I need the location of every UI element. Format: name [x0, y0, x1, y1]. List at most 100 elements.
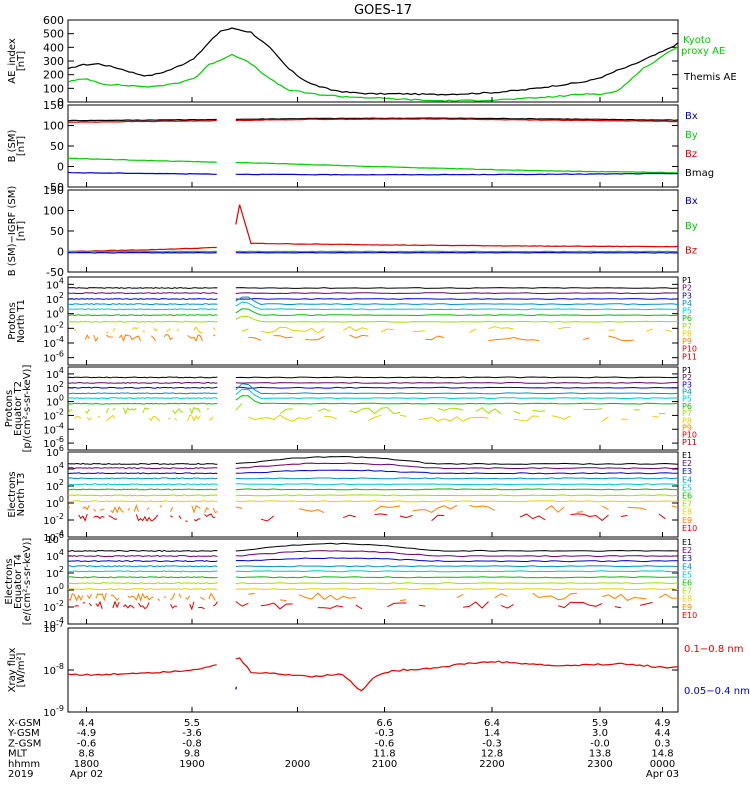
axis-value: 0.3 — [655, 738, 671, 749]
axis-value: 5.9 — [592, 718, 608, 729]
series-line — [235, 204, 678, 248]
channel-label: E6 — [682, 492, 692, 501]
axis-value: -0.6 — [375, 738, 395, 749]
channel-line — [135, 514, 159, 522]
channel-label: E9 — [682, 603, 692, 612]
y-axis-label: B (SM) — [7, 129, 18, 162]
legend-entry: Themis AE — [683, 72, 737, 83]
channel-line — [279, 408, 293, 414]
y-axis-label: Electrons — [4, 558, 15, 604]
channel-line — [298, 592, 356, 601]
panel-frame — [67, 451, 679, 538]
channel-line — [463, 601, 489, 609]
channel-line — [235, 287, 678, 289]
axis-value: 4.4 — [79, 718, 95, 729]
y-tick-label: 10-4 — [43, 335, 64, 350]
channel-line — [88, 602, 92, 607]
channel-line — [235, 386, 678, 389]
channel-line — [174, 418, 178, 421]
channel-label: P1 — [682, 276, 692, 285]
channel-line — [601, 416, 609, 422]
channel-line — [235, 542, 678, 552]
channel-line — [82, 602, 86, 604]
channel-line — [627, 506, 647, 511]
channel-line — [204, 513, 216, 519]
channel-line — [431, 514, 445, 522]
channel-line — [68, 320, 218, 323]
channel-line — [545, 505, 565, 513]
y-tick-label: 10-6 — [43, 435, 64, 450]
axis-value: 2300 — [587, 759, 612, 770]
y-axis-label: North T1 — [16, 299, 27, 343]
channel-line — [68, 483, 218, 486]
channel-line — [68, 376, 218, 379]
channel-line — [513, 415, 540, 422]
channel-label: P9 — [682, 337, 692, 346]
channel-line — [193, 326, 203, 334]
y-tick-label: 100 — [46, 306, 64, 321]
channel-line — [105, 407, 110, 414]
channel-line — [112, 407, 116, 411]
channel-label: P8 — [682, 416, 692, 425]
channel-line — [68, 292, 218, 295]
y-tick-label: 100 — [46, 394, 64, 409]
series-line — [235, 161, 678, 174]
channel-label: P10 — [682, 345, 697, 354]
channel-line — [78, 513, 88, 522]
channel-line — [576, 511, 584, 513]
axis-row-label: MLT — [8, 749, 28, 760]
legend-entry: Bmag — [685, 168, 714, 179]
y-axis-label: [e/(cm²-s-sr-keV)] — [22, 538, 33, 626]
axis-value: 3.0 — [592, 728, 608, 739]
channel-label: P3 — [682, 291, 692, 300]
channel-label: P4 — [682, 299, 692, 308]
channel-line — [191, 504, 201, 514]
channel-line — [187, 334, 203, 342]
channel-label: P5 — [682, 307, 692, 316]
channel-line — [74, 416, 82, 419]
channel-line — [342, 326, 369, 332]
y-axis-label: B (SM)−IGRF (SM) — [7, 186, 18, 277]
y-tick-label: 200 — [43, 69, 64, 82]
panel-data — [68, 542, 678, 611]
y-tick-label: 0 — [57, 96, 64, 109]
y-tick-label: 100 — [46, 582, 64, 597]
channel-label: E2 — [682, 546, 692, 555]
channel-label: E5 — [682, 483, 692, 492]
axis-value: 2200 — [479, 759, 504, 770]
channel-line — [437, 407, 464, 411]
axis-value: -0.8 — [182, 738, 202, 749]
axis-row-label: Y-GSM — [7, 728, 40, 739]
channel-line — [305, 336, 325, 341]
y-tick-label: 10-9 — [43, 704, 64, 719]
channel-line — [172, 408, 184, 415]
plot-title: GOES-17 — [354, 3, 412, 18]
channel-line — [317, 605, 344, 609]
channel-line — [235, 292, 678, 295]
y-tick-label: 102 — [46, 565, 64, 580]
y-tick-label: 10-7 — [43, 620, 64, 635]
channel-line — [639, 602, 653, 606]
legend-entry: 0.05−0.4 nm — [684, 686, 750, 697]
y-tick-label: 500 — [43, 28, 64, 41]
y-tick-label: 104 — [46, 366, 64, 381]
channel-line — [235, 381, 678, 384]
channel-line — [500, 604, 514, 609]
channel-line — [68, 554, 218, 558]
channel-line — [68, 506, 71, 508]
series-line — [235, 686, 237, 690]
channel-line — [159, 504, 163, 508]
series-line — [68, 664, 217, 677]
channel-line — [206, 407, 210, 410]
axis-value: 1900 — [179, 759, 204, 770]
channel-line — [273, 335, 293, 339]
channel-label: E3 — [682, 467, 692, 476]
channel-line — [142, 407, 150, 414]
channel-line — [68, 570, 218, 573]
channel-line — [200, 596, 205, 601]
channel-line — [557, 601, 603, 609]
axis-value: 1800 — [74, 759, 99, 770]
y-tick-label: 150 — [43, 99, 64, 112]
channel-line — [212, 334, 216, 337]
axis-value: 4.4 — [655, 728, 671, 739]
